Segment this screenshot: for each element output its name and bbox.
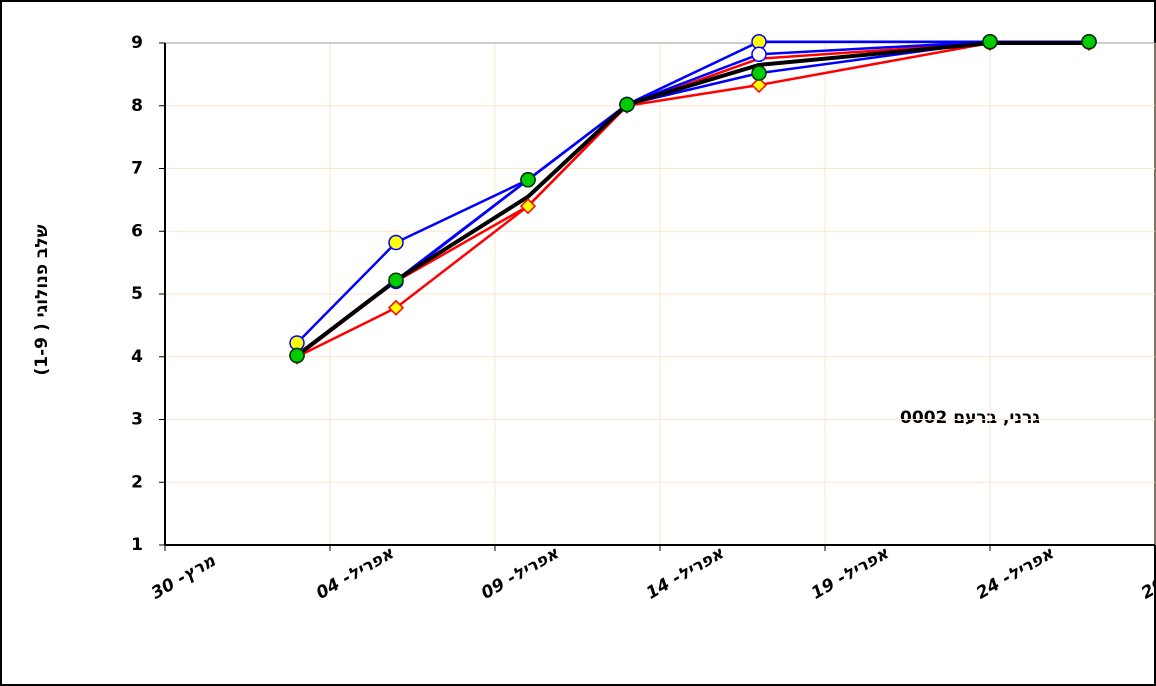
- marker: [520, 172, 536, 188]
- annotation: גרני, ברעם 0002: [900, 408, 1040, 428]
- y-tick-label: 3: [131, 410, 143, 430]
- y-tick-label: 4: [131, 347, 143, 367]
- y-tick-label: 8: [131, 96, 143, 116]
- marker: [388, 234, 404, 251]
- y-tick-label: 9: [131, 33, 143, 53]
- marker: [1081, 33, 1097, 50]
- marker: [750, 76, 768, 94]
- marker: [387, 299, 405, 316]
- marker: [388, 272, 404, 288]
- marker: [619, 96, 635, 113]
- marker: [982, 33, 998, 50]
- y-axis-label: שלב פנולוגי ( 1-9): [32, 224, 52, 375]
- y-tick-label: 2: [131, 472, 143, 492]
- y-tick-label: 5: [131, 284, 143, 304]
- y-tick-label: 6: [131, 221, 143, 241]
- marker: [289, 347, 305, 364]
- y-tick-label: 7: [131, 159, 143, 179]
- marker: [519, 198, 537, 215]
- marker: [751, 46, 767, 63]
- marker: [751, 65, 767, 81]
- y-tick-label: 1: [131, 535, 143, 555]
